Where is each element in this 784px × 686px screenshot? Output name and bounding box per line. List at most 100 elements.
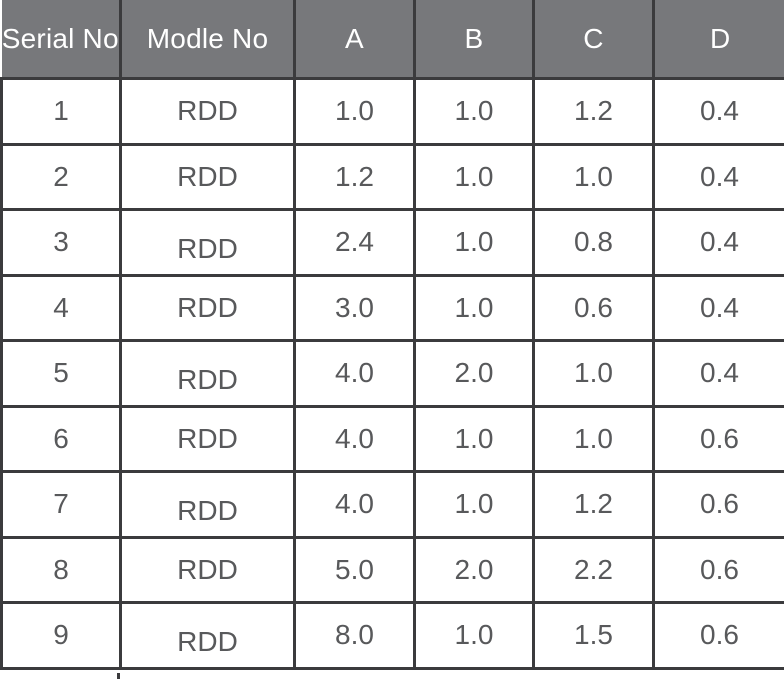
cell-modle-no: RDD	[119, 339, 296, 408]
cell-value: 4	[53, 291, 69, 323]
header-row: Serial No Modle No A B C D	[1, 0, 784, 80]
cell-value: 4.0	[335, 422, 374, 454]
table-row: 3 RDD 2.4 1.0 0.8 0.4	[0, 208, 784, 277]
cell-value: 4.0	[335, 488, 374, 520]
cell-modle-no: RDD	[119, 77, 296, 146]
cell-a: 4.0	[293, 404, 416, 473]
cell-a: 1.0	[293, 77, 416, 146]
cell-value: 2.4	[335, 226, 374, 258]
cell-modle-no: RDD	[119, 208, 296, 277]
cell-value: 1.0	[454, 422, 494, 454]
cell-c: 1.2	[532, 77, 655, 146]
cell-d: 0.6	[652, 470, 784, 539]
cell-value: 1	[53, 95, 69, 127]
table-row: 1 RDD 1.0 1.0 1.2 0.4	[0, 77, 784, 146]
cell-value: 2.2	[574, 553, 613, 585]
cell-value: 2.0	[454, 553, 494, 585]
cell-a: 5.0	[293, 535, 416, 604]
cell-value: RDD	[177, 626, 238, 658]
table-row: 7 RDD 4.0 1.0 1.2 0.6	[0, 470, 784, 539]
cell-a: 1.2	[293, 142, 416, 211]
cell-modle-no: RDD	[119, 470, 296, 539]
cell-value: 8.0	[335, 619, 374, 651]
cell-modle-no: RDD	[119, 142, 296, 211]
cell-value: RDD	[177, 553, 238, 585]
cell-value: 0.6	[700, 553, 739, 585]
col-header-label: B	[464, 22, 484, 54]
col-header-label: D	[710, 22, 731, 54]
cell-b: 1.0	[413, 142, 535, 211]
cell-value: 1.5	[574, 619, 613, 651]
col-header-c: C	[532, 0, 655, 80]
cell-serial-no: 4	[0, 273, 122, 342]
cell-value: 0.4	[700, 291, 739, 323]
cell-b: 1.0	[413, 601, 535, 670]
cell-value: RDD	[177, 495, 238, 527]
cell-value: RDD	[177, 291, 238, 323]
cell-b: 2.0	[413, 535, 535, 604]
cell-value: RDD	[177, 422, 238, 454]
cell-value: 1.2	[574, 488, 613, 520]
cell-b: 1.0	[413, 404, 535, 473]
col-header-label: A	[345, 22, 364, 54]
col-header-label: Serial No	[1, 22, 119, 54]
cell-a: 8.0	[293, 601, 416, 670]
cell-value: RDD	[177, 160, 238, 192]
cell-c: 0.6	[532, 273, 655, 342]
cell-value: 0.6	[700, 488, 739, 520]
cell-value: 2	[53, 160, 69, 192]
cell-value: 0.6	[700, 619, 739, 651]
cell-b: 1.0	[413, 77, 535, 146]
cell-serial-no: 7	[0, 470, 122, 539]
cell-value: 4.0	[335, 357, 374, 389]
cell-d: 0.6	[652, 404, 784, 473]
cell-value: 1.0	[454, 95, 494, 127]
cell-b: 1.0	[413, 470, 535, 539]
cell-modle-no: RDD	[119, 404, 296, 473]
cell-modle-no: RDD	[119, 273, 296, 342]
cell-d: 0.4	[652, 208, 784, 277]
cell-a: 4.0	[293, 339, 416, 408]
col-header-label: Modle No	[146, 22, 269, 54]
cell-serial-no: 8	[0, 535, 122, 604]
cell-value: 1.0	[454, 291, 494, 323]
cell-serial-no: 3	[0, 208, 122, 277]
cell-value: 6	[53, 422, 69, 454]
col-header-a: A	[293, 0, 416, 80]
cell-value: 5.0	[335, 553, 374, 585]
col-header-d: D	[652, 0, 784, 80]
cell-value: 1.2	[574, 95, 613, 127]
cell-value: 0.6	[574, 291, 613, 323]
cell-value: 1.0	[335, 95, 374, 127]
table-row: 2 RDD 1.2 1.0 1.0 0.4	[0, 142, 784, 211]
cell-serial-no: 9	[0, 601, 122, 670]
cell-c: 1.2	[532, 470, 655, 539]
cropped-next-row-divider	[117, 673, 120, 679]
cell-c: 1.0	[532, 339, 655, 408]
cell-value: 5	[53, 357, 69, 389]
cell-value: 1.0	[574, 160, 613, 192]
cell-value: 2.0	[454, 357, 494, 389]
col-header-serial-no: Serial No	[1, 0, 122, 80]
col-header-modle-no: Modle No	[119, 0, 296, 80]
cell-serial-no: 2	[0, 142, 122, 211]
cell-serial-no: 6	[0, 404, 122, 473]
cell-value: 1.0	[454, 160, 494, 192]
cell-b: 1.0	[413, 208, 535, 277]
cell-value: 0.4	[700, 226, 739, 258]
cell-value: 8	[53, 553, 69, 585]
cell-modle-no: RDD	[119, 601, 296, 670]
table-row: 4 RDD 3.0 1.0 0.6 0.4	[0, 273, 784, 342]
table-row: 5 RDD 4.0 2.0 1.0 0.4	[0, 339, 784, 408]
cell-c: 0.8	[532, 208, 655, 277]
cell-c: 1.5	[532, 601, 655, 670]
cell-value: 1.0	[574, 357, 613, 389]
spec-table-header: Serial No Modle No A B C D	[1, 0, 784, 80]
cell-value: 3.0	[335, 291, 374, 323]
cell-value: 0.4	[700, 95, 739, 127]
table-row: 8 RDD 5.0 2.0 2.2 0.6	[0, 535, 784, 604]
spec-table-body: 1 RDD 1.0 1.0 1.2 0.4 2 RDD 1.2 1.0 1.0 0.4 3 RDD 2.4 1…	[0, 77, 784, 670]
table-row: 6 RDD 4.0 1.0 1.0 0.6	[0, 404, 784, 473]
cell-value: 1.0	[454, 619, 494, 651]
cell-value: 3	[53, 226, 69, 258]
